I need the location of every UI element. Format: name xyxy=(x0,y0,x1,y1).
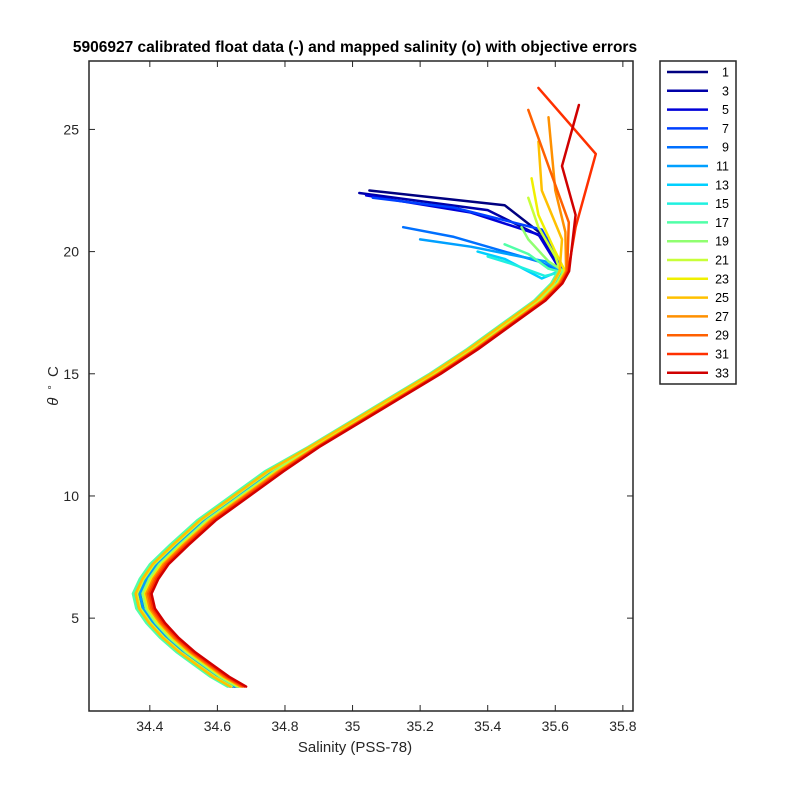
legend-label: 7 xyxy=(722,122,729,136)
legend-label: 27 xyxy=(715,310,729,324)
series-line-25 xyxy=(134,140,564,688)
y-tick-label: 10 xyxy=(63,488,79,504)
legend-label: 29 xyxy=(715,329,729,343)
legend-label: 1 xyxy=(722,66,729,80)
legend-label: 13 xyxy=(715,178,729,192)
legend-label: 17 xyxy=(715,216,729,230)
x-axis-ticks: 34.4 34.6 34.8 35 35.2 35.4 35.6 35.8 xyxy=(136,61,637,734)
x-tick-label: 34.4 xyxy=(136,718,163,734)
y-axis-label-degree: ∘ xyxy=(45,384,56,390)
legend-label: 3 xyxy=(722,84,729,98)
legend-label: 15 xyxy=(715,197,729,211)
x-tick-label: 35.4 xyxy=(474,718,501,734)
y-tick-label: 5 xyxy=(71,610,79,626)
x-tick-label: 34.8 xyxy=(271,718,298,734)
series-layer xyxy=(131,86,598,688)
y-axis-label-symbol: θ xyxy=(45,398,62,406)
y-axis-label: θ ∘ C xyxy=(40,366,62,406)
y-tick-label: 20 xyxy=(63,244,79,260)
x-axis-label: Salinity (PSS-78) xyxy=(298,739,412,756)
legend-label: 5 xyxy=(722,103,729,117)
y-tick-label: 25 xyxy=(63,121,79,137)
series-line-33 xyxy=(150,103,581,688)
legend-label: 21 xyxy=(715,254,729,268)
y-axis-ticks: 5 10 15 20 25 xyxy=(63,121,633,626)
y-tick-label: 15 xyxy=(63,366,79,382)
legend-label: 19 xyxy=(715,235,729,249)
y-axis-label-unit: C xyxy=(45,366,62,377)
legend-label: 23 xyxy=(715,272,729,286)
x-tick-label: 34.6 xyxy=(204,718,231,734)
legend-label: 25 xyxy=(715,291,729,305)
legend-label: 33 xyxy=(715,366,729,380)
chart-title: 5906927 calibrated float data (-) and ma… xyxy=(73,39,637,56)
legend-label: 11 xyxy=(716,160,729,174)
legend-label: 9 xyxy=(722,141,729,155)
x-tick-label: 35 xyxy=(345,718,361,734)
legend-label: 31 xyxy=(715,348,729,362)
x-tick-label: 35.6 xyxy=(542,718,569,734)
plot-area xyxy=(88,60,634,712)
x-tick-label: 35.2 xyxy=(407,718,434,734)
svg-text:θ ∘ C: θ ∘ C xyxy=(40,366,62,406)
x-tick-label: 35.8 xyxy=(609,718,636,734)
